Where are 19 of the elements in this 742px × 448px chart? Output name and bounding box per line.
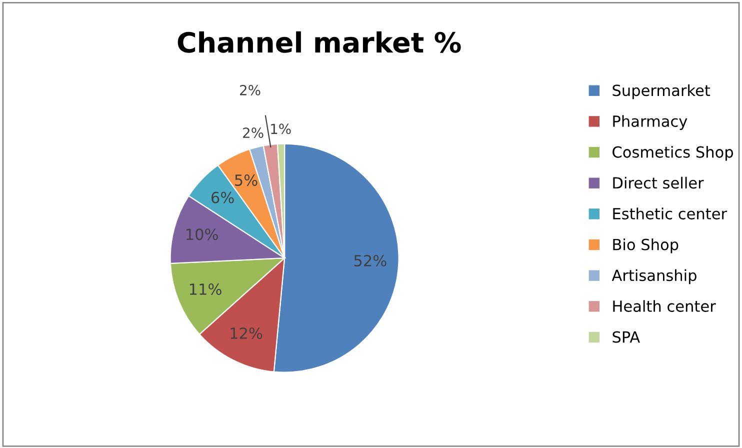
legend-label: Artisanship (612, 269, 696, 284)
data-label: 10% (186, 228, 218, 240)
data-label: 2% (240, 84, 260, 96)
legend-label: Direct seller (613, 176, 704, 189)
data-label: 2% (243, 128, 264, 138)
legend-label: Cosmetics Shop (612, 146, 734, 161)
data-label: 11% (190, 283, 222, 295)
data-label: 52% (354, 254, 386, 266)
legend-label: Health center (613, 300, 716, 312)
chart-title: Channel market % (178, 31, 461, 53)
legend-label: Bio Shop (613, 238, 678, 254)
legend-label: Esthetic center (613, 208, 728, 220)
data-label: 5% (235, 174, 258, 186)
legend-label: SPA (612, 331, 640, 343)
data-label: 6% (212, 192, 234, 204)
data-label: 1% (271, 124, 291, 134)
data-label: 12% (230, 327, 262, 340)
legend-label: Supermarket (612, 84, 710, 100)
legend-label: Pharmacy (613, 115, 688, 130)
